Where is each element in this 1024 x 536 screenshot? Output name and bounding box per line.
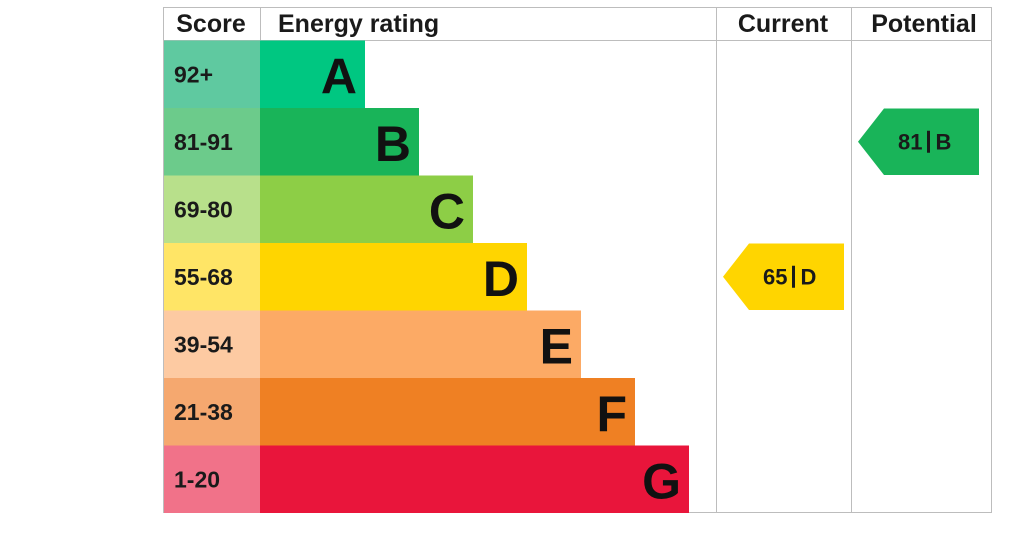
rating-bar <box>260 378 635 446</box>
header-energy-rating: Energy rating <box>278 10 439 38</box>
rating-bar <box>260 108 419 176</box>
score-label: 55-68 <box>174 264 233 290</box>
score-label: 21-38 <box>174 399 233 425</box>
header-score: Score <box>176 10 246 38</box>
rating-letter: B <box>375 116 411 172</box>
rating-letter: F <box>596 386 627 442</box>
potential-rating: B <box>936 129 952 154</box>
rating-letter: E <box>540 318 573 374</box>
score-cell <box>164 243 260 311</box>
header-current: Current <box>738 10 829 38</box>
score-label: 81-91 <box>174 129 233 155</box>
rating-letter: C <box>429 183 465 239</box>
potential-value: 81 <box>898 129 922 154</box>
score-cell <box>164 310 260 378</box>
rating-letter: D <box>483 251 519 307</box>
current-arrow <box>723 243 844 310</box>
rating-letter: A <box>321 48 357 104</box>
score-label: 69-80 <box>174 196 233 222</box>
score-label: 92+ <box>174 61 213 87</box>
current-rating: D <box>801 264 817 289</box>
score-label: 39-54 <box>174 331 233 357</box>
score-cell <box>164 40 260 108</box>
score-cell <box>164 445 260 513</box>
score-label: 1-20 <box>174 466 220 492</box>
rating-letter: G <box>642 453 681 509</box>
rating-bar <box>260 243 527 311</box>
rating-bar <box>260 40 365 108</box>
score-cell <box>164 378 260 446</box>
rating-bar <box>260 445 689 513</box>
potential-arrow <box>858 108 979 175</box>
score-cell <box>164 175 260 243</box>
score-cell <box>164 108 260 176</box>
rating-bar <box>260 175 473 243</box>
header-potential: Potential <box>871 10 977 38</box>
rating-bar <box>260 310 581 378</box>
current-value: 65 <box>763 264 787 289</box>
